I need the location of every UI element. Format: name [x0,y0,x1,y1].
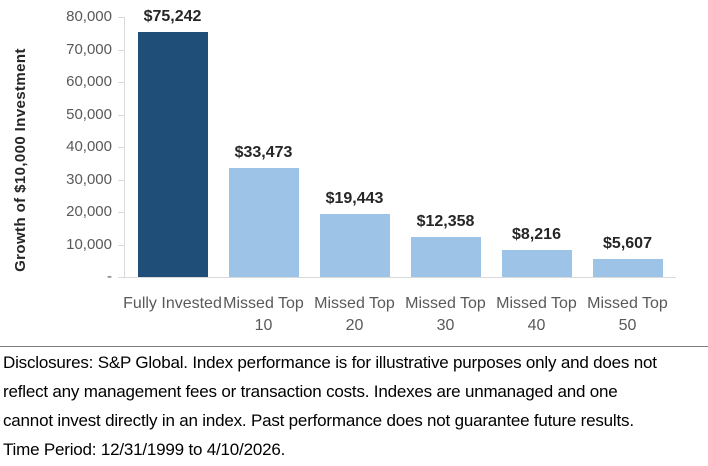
x-axis-category-label: Fully Invested [123,295,222,312]
y-axis-tick [118,50,124,51]
y-axis-tick [118,115,124,116]
y-axis-tick-label: 80,000 [66,8,112,25]
y-axis-tick [118,17,124,18]
y-axis-title: Growth of $10,000 Investment [12,48,29,272]
y-axis-tick [118,147,124,148]
y-axis-tick [118,180,124,181]
y-axis-tick-label: 70,000 [66,41,112,58]
x-axis-category-label: Missed Top 20 [314,295,395,334]
y-axis-tick-label: 50,000 [66,106,112,123]
bar-value-label: $12,358 [416,213,475,230]
y-axis-tick-label: 20,000 [66,203,112,220]
bar-missed-top-10 [228,168,299,277]
x-axis-category-label: Missed Top 10 [223,295,304,334]
disclosure-text: Disclosures: S&P Global. Index performan… [3,353,657,459]
x-axis-category-label: Missed Top 50 [587,295,668,334]
bar-value-label: $8,216 [512,226,561,243]
y-axis-tick [118,212,124,213]
y-axis-tick-label: 30,000 [66,171,112,188]
x-axis-category-label: Missed Top 40 [496,295,577,334]
y-axis-tick-label: 60,000 [66,73,112,90]
bar-missed-top-20 [319,214,390,277]
bar-fully-invested [137,32,208,277]
disclosure-divider [0,346,708,347]
y-axis-tick [118,245,124,246]
x-axis-category-label: Missed Top 30 [405,295,486,334]
y-axis-line [124,17,125,277]
y-axis-tick-label: 40,000 [66,138,112,155]
y-axis-tick [118,82,124,83]
y-axis-tick-label: - [107,268,112,285]
x-axis-line [124,277,676,278]
bar-missed-top-50 [592,259,663,277]
bar-missed-top-40 [501,250,572,277]
y-axis-tick [118,277,124,278]
bar-value-label: $5,607 [603,235,652,252]
bar-missed-top-30 [410,237,481,277]
y-axis-tick-label: 10,000 [66,236,112,253]
bar-value-label: $19,443 [325,190,384,207]
bar-value-label: $33,473 [234,144,293,161]
bar-value-label: $75,242 [143,8,202,25]
